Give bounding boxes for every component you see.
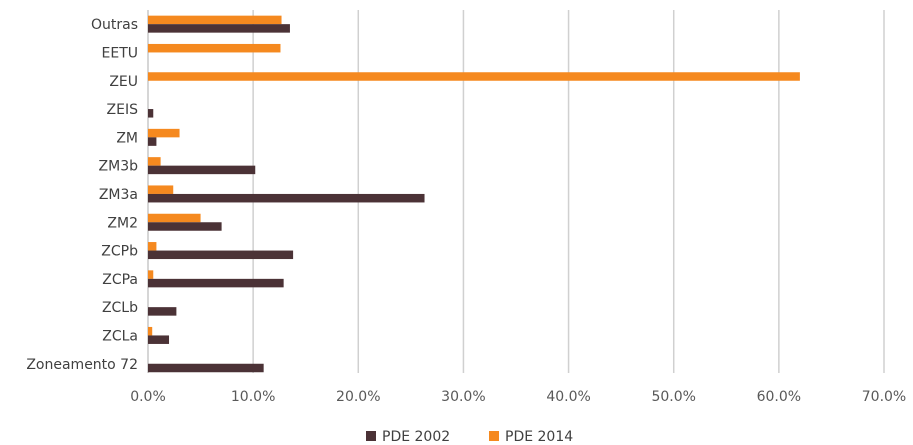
bar-pde-2002 — [148, 109, 154, 118]
category-label: ZCLa — [102, 328, 138, 344]
x-tick-label: 0.0% — [130, 389, 166, 405]
legend-swatch — [366, 431, 376, 441]
legend-label: PDE 2014 — [505, 429, 573, 445]
bar-pde-2002 — [148, 137, 157, 146]
category-label: ZCPa — [102, 272, 138, 288]
category-label: ZEIS — [107, 102, 139, 118]
bar-pde-2014 — [148, 157, 161, 166]
legend: PDE 2002 PDE 2014 — [366, 429, 573, 445]
x-tick-label: 30.0% — [441, 389, 485, 405]
bar-pde-2014 — [148, 15, 282, 25]
bar-pde-2002 — [148, 193, 425, 203]
x-tick-label: 20.0% — [336, 389, 380, 405]
x-tick-label: 40.0% — [546, 389, 590, 405]
gridlines — [147, 10, 885, 373]
bar-pde-2002 — [148, 250, 294, 260]
category-label: ZCPb — [101, 244, 138, 260]
bar-pde-2014 — [148, 43, 281, 53]
bar-pde-2014 — [148, 213, 201, 223]
bar-pde-2014 — [148, 128, 180, 138]
category-label: ZM3a — [99, 187, 138, 203]
category-label: ZEU — [109, 74, 138, 90]
bar-pde-2002 — [148, 165, 256, 175]
x-tick-label: 70.0% — [862, 389, 906, 405]
category-label: EETU — [102, 45, 139, 61]
x-tick-label: 60.0% — [757, 389, 801, 405]
bars — [148, 15, 800, 373]
bar-pde-2014 — [148, 242, 157, 251]
category-label: Zoneamento 72 — [26, 357, 138, 373]
bar-pde-2002 — [148, 335, 170, 344]
category-label: Outras — [91, 17, 138, 33]
bar-pde-2014 — [148, 270, 154, 279]
x-tick-label: 50.0% — [651, 389, 695, 405]
bar-pde-2002 — [148, 278, 284, 288]
legend-label: PDE 2002 — [382, 429, 450, 445]
x-tick-label: 10.0% — [231, 389, 275, 405]
bar-pde-2014 — [148, 72, 800, 81]
category-label: ZM3b — [99, 159, 139, 175]
category-labels: Outras EETU ZEU ZEIS ZM ZM3b ZM3a ZM2 ZCPb ZCPa ZC… — [26, 17, 138, 373]
bar-pde-2002 — [148, 222, 222, 231]
legend-swatch — [489, 431, 499, 441]
x-axis-tick-labels: 0.0% 10.0% 20.0% 30.0% 40.0% 50.0% 60.0% 70.0% — [130, 389, 906, 405]
bar-pde-2002 — [148, 24, 290, 33]
bar-pde-2014 — [148, 185, 174, 194]
bar-pde-2002 — [148, 307, 177, 316]
category-label: ZM2 — [107, 215, 138, 231]
bar-pde-2002 — [148, 363, 264, 373]
bar-pde-2014 — [148, 326, 153, 336]
category-label: ZM — [116, 130, 138, 146]
category-label: ZCLb — [102, 300, 138, 316]
